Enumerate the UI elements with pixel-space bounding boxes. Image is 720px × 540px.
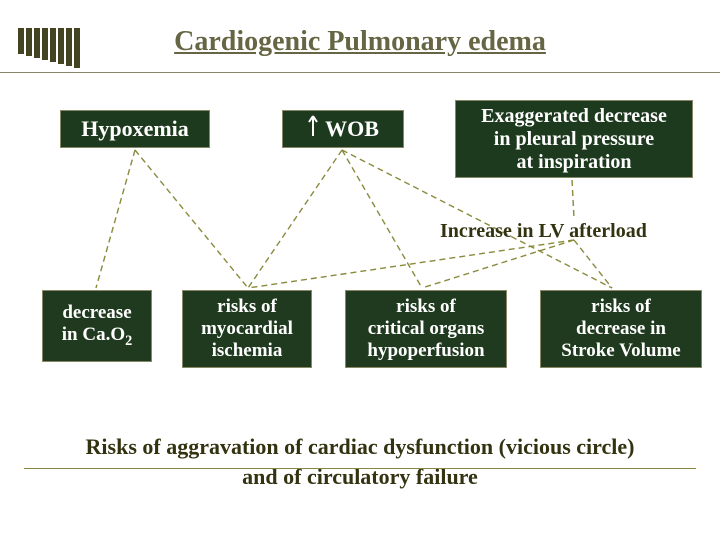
box-exaggerated-label: Exaggerated decreasein pleural pressurea… (481, 105, 667, 174)
afterload-text: Increase in LV afterload (440, 220, 647, 243)
conclusion-line2: and of circulatory failure (0, 462, 720, 492)
slide-title: Cardiogenic Pulmonary edema (0, 26, 720, 58)
box-hypoperfusion-label: risks ofcritical organshypoperfusion (367, 296, 484, 362)
box-hypoperfusion: risks ofcritical organshypoperfusion (345, 290, 507, 368)
box-wob: WOB (282, 110, 404, 148)
box-ischemia-label: risks ofmyocardialischemia (201, 296, 293, 362)
conclusion-text: Risks of aggravation of cardiac dysfunct… (0, 432, 720, 491)
box-stroke-label: risks ofdecrease inStroke Volume (561, 296, 680, 362)
bottom-rule (24, 468, 696, 469)
box-wob-label: WOB (325, 116, 379, 141)
box-stroke: risks ofdecrease inStroke Volume (540, 290, 702, 368)
box-exaggerated: Exaggerated decreasein pleural pressurea… (455, 100, 693, 178)
box-cao2: decreasein Ca.O2 (42, 290, 152, 362)
arrow-up-icon (307, 114, 319, 143)
box-cao2-label: decreasein Ca.O2 (62, 302, 132, 349)
title-rule (0, 72, 720, 73)
conclusion-line1: Risks of aggravation of cardiac dysfunct… (0, 432, 720, 462)
box-ischemia: risks ofmyocardialischemia (182, 290, 312, 368)
box-hypoxemia: Hypoxemia (60, 110, 210, 148)
box-hypoxemia-label: Hypoxemia (81, 116, 189, 141)
